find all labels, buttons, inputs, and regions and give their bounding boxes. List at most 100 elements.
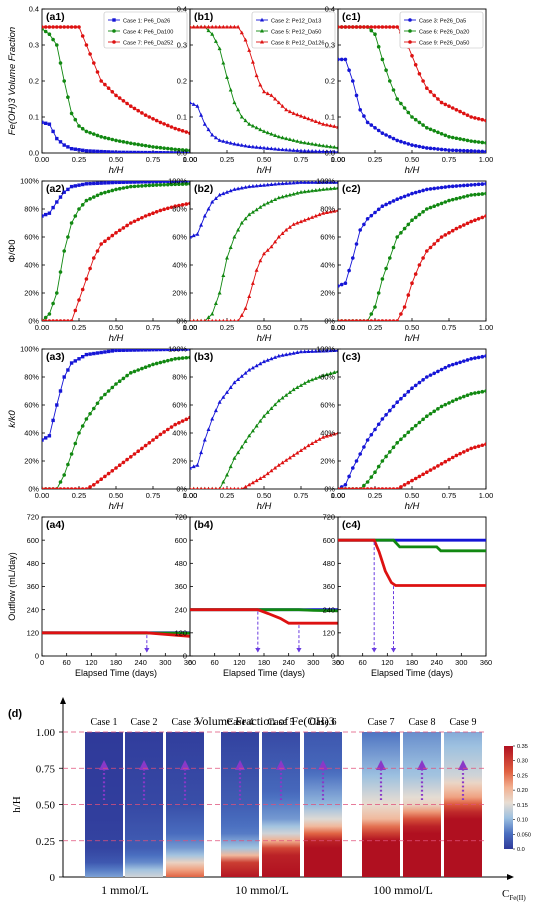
data-point [480, 140, 485, 145]
data-point [47, 122, 52, 126]
series-group [190, 24, 338, 153]
data-point [140, 446, 144, 451]
data-point [58, 270, 63, 274]
data-point [225, 318, 229, 321]
panel-label: (a4) [46, 519, 65, 531]
case-label: Case 6 [310, 717, 337, 728]
data-point [299, 383, 303, 387]
data-point [262, 129, 266, 133]
data-point [351, 25, 355, 29]
data-point [388, 25, 392, 29]
data-point [154, 118, 159, 123]
data-point [450, 148, 455, 153]
panel-label: (a2) [46, 183, 65, 195]
data-point [162, 207, 166, 212]
data-point [44, 436, 48, 440]
y-tick-label: 0% [324, 485, 335, 494]
data-point [151, 362, 155, 367]
data-point [317, 143, 322, 147]
data-point [376, 464, 381, 469]
data-point [173, 349, 177, 351]
data-point [284, 393, 289, 397]
data-point [250, 365, 255, 370]
data-point [55, 136, 59, 141]
data-point [218, 486, 221, 489]
colorbar [504, 746, 513, 849]
data-point [184, 182, 189, 186]
data-point [88, 130, 92, 135]
data-point [391, 245, 396, 250]
data-point [239, 30, 244, 35]
data-point [169, 125, 174, 129]
data-point [417, 380, 422, 385]
data-point [376, 487, 381, 489]
data-point [321, 373, 326, 378]
flow-arrow-head [180, 760, 190, 770]
data-point [462, 148, 466, 153]
data-point [369, 312, 374, 316]
data-point [92, 61, 96, 65]
data-point [384, 133, 388, 137]
data-point [184, 148, 189, 153]
data-point [358, 108, 363, 112]
data-point [117, 463, 122, 468]
legend-entry: Case 5: Pe12_Da50 [271, 29, 321, 35]
data-point [313, 181, 318, 184]
series-group [190, 349, 338, 489]
data-point [250, 428, 255, 433]
legend-marker [112, 40, 116, 44]
data-point [243, 143, 248, 148]
data-point [332, 124, 337, 128]
data-point [380, 459, 385, 463]
data-point [77, 207, 81, 211]
data-point [428, 90, 433, 94]
y-tick-label: 0.2 [177, 77, 187, 86]
data-point [73, 147, 77, 151]
data-point [103, 239, 107, 243]
data-point [192, 486, 195, 489]
data-point [129, 221, 133, 225]
data-point [88, 411, 92, 416]
data-point [154, 210, 159, 214]
data-point [44, 121, 48, 125]
y-tick-label: 0 [35, 652, 39, 661]
y-tick-label: 20% [172, 457, 187, 466]
data-point [95, 133, 100, 138]
data-point [465, 448, 470, 452]
data-point [80, 424, 85, 428]
data-point [132, 349, 137, 352]
data-point [254, 145, 259, 149]
data-point [380, 487, 385, 489]
data-point [391, 136, 396, 141]
data-point [450, 228, 455, 233]
data-point [117, 228, 122, 233]
data-point [158, 208, 163, 213]
data-point [191, 102, 196, 106]
data-point [125, 457, 129, 462]
data-point [428, 205, 433, 210]
data-point [169, 349, 174, 352]
data-point [143, 214, 148, 218]
x-tick-label: 0.25 [72, 155, 86, 164]
data-point [417, 474, 422, 479]
data-point [428, 373, 433, 377]
data-point [284, 136, 289, 141]
x-tick-label: 0.75 [146, 323, 160, 332]
data-point [295, 139, 300, 143]
data-point [114, 466, 118, 470]
data-point [62, 143, 66, 147]
data-point [243, 484, 248, 489]
plot-frame [337, 348, 487, 490]
data-point [180, 356, 185, 360]
data-point [84, 277, 89, 281]
data-point [328, 209, 333, 214]
legend-entry: Case 1: Pe6_Da26 [123, 18, 170, 24]
data-point [425, 187, 429, 192]
series-group [338, 354, 486, 489]
data-point [421, 256, 425, 260]
data-point [273, 402, 278, 407]
data-point [206, 206, 211, 211]
data-point [324, 186, 329, 191]
data-point [206, 28, 211, 33]
data-point [324, 372, 329, 377]
